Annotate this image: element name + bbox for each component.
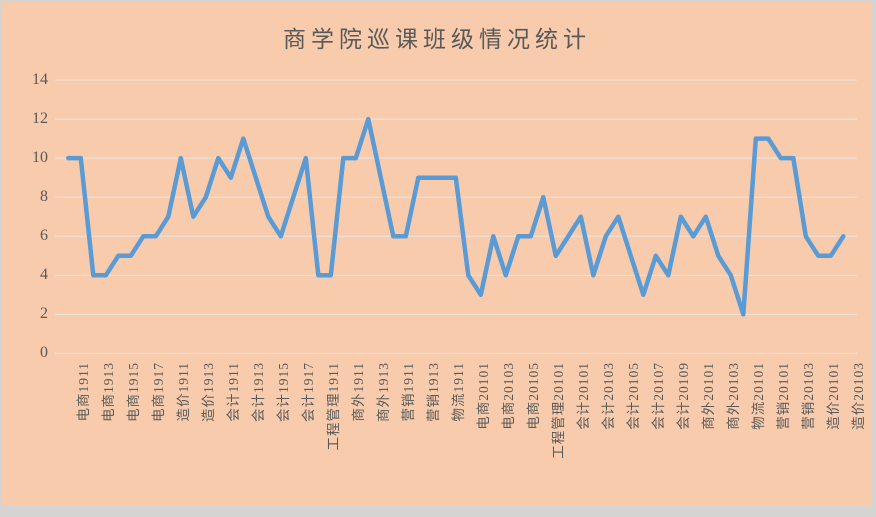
x-category-label: 工程管理1911 xyxy=(326,362,342,451)
x-category-label: 会计20103 xyxy=(601,362,617,430)
x-category-label: 会计20101 xyxy=(576,362,592,430)
x-category-label: 会计1915 xyxy=(276,362,292,422)
x-category-label: 电商1917 xyxy=(151,362,167,422)
x-category-label: 造价1911 xyxy=(176,362,192,422)
y-tick-label: 10 xyxy=(32,149,48,167)
x-category-label: 会计1911 xyxy=(226,362,242,422)
x-category-label: 物流20101 xyxy=(751,362,767,430)
x-category-label: 会计20107 xyxy=(651,362,667,430)
x-category-label: 营销20103 xyxy=(801,362,817,430)
x-category-label: 营销1911 xyxy=(401,362,417,422)
y-tick-label: 0 xyxy=(40,344,48,362)
x-category-label: 商外1911 xyxy=(351,362,367,422)
x-category-label: 造价1913 xyxy=(201,362,217,422)
x-category-label: 电商20103 xyxy=(501,362,517,430)
x-category-label: 造价20101 xyxy=(826,362,842,430)
x-category-label: 电商1913 xyxy=(101,362,117,422)
chart-background[interactable]: 商学院巡课班级情况统计 0 2 4 6 8 10 12 14 电商1911 电商1913 电商19… xyxy=(2,2,872,506)
x-category-label: 电商1915 xyxy=(126,362,142,422)
x-category-label: 商外20103 xyxy=(726,362,742,430)
x-category-label: 电商1911 xyxy=(76,362,92,422)
x-category-label: 造价20103 xyxy=(851,362,867,430)
x-category-label: 营销20101 xyxy=(776,362,792,430)
x-category-label: 会计1913 xyxy=(251,362,267,422)
y-tick-label: 12 xyxy=(32,110,48,128)
x-category-label: 会计20109 xyxy=(676,362,692,430)
data-series-line xyxy=(66,116,846,317)
x-category-label: 电商20101 xyxy=(476,362,492,430)
y-tick-label: 8 xyxy=(40,188,48,206)
line-plot xyxy=(55,79,857,354)
x-category-label: 工程管理20101 xyxy=(551,362,567,459)
y-tick-label: 14 xyxy=(32,71,48,89)
x-category-label: 营销1913 xyxy=(426,362,442,422)
x-category-label: 物流1911 xyxy=(451,362,467,422)
y-tick-label: 6 xyxy=(40,227,48,245)
x-category-label: 会计1917 xyxy=(301,362,317,422)
y-tick-label: 2 xyxy=(40,305,48,323)
x-category-label: 商外1913 xyxy=(376,362,392,422)
x-category-label: 会计20105 xyxy=(626,362,642,430)
chart-title: 商学院巡课班级情况统计 xyxy=(283,27,591,52)
y-tick-label: 4 xyxy=(40,266,48,284)
x-category-label: 商外20101 xyxy=(701,362,717,430)
x-category-label: 电商20105 xyxy=(526,362,542,430)
